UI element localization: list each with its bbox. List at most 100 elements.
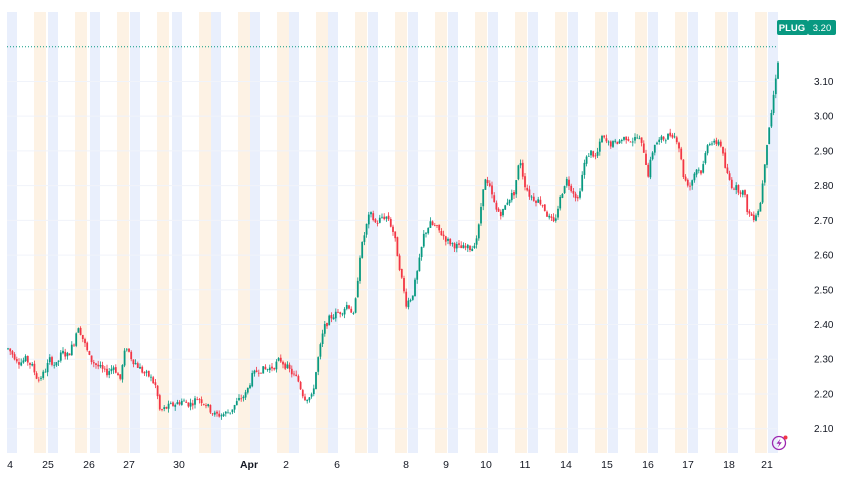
candle-body xyxy=(627,139,630,141)
candle-body xyxy=(284,363,287,369)
time-tick-label: 10 xyxy=(480,459,492,471)
candle-body xyxy=(209,405,212,413)
candle-body xyxy=(31,363,34,366)
premarket-band xyxy=(172,12,182,453)
candle-body xyxy=(777,62,779,79)
candle-body xyxy=(310,394,313,397)
candle-body xyxy=(55,362,58,366)
candle-body xyxy=(475,238,478,245)
candle-body xyxy=(218,413,221,417)
candle-body xyxy=(770,113,773,127)
candle-body xyxy=(686,179,689,186)
candle-body xyxy=(277,358,280,361)
candle-body xyxy=(194,398,196,405)
candle-body xyxy=(708,144,711,146)
candle-body xyxy=(693,173,696,181)
premarket-band xyxy=(568,12,578,453)
price-tick-label: 2.90 xyxy=(814,146,834,157)
postmarket-band xyxy=(515,12,527,453)
candle-body xyxy=(293,373,295,375)
candle-body xyxy=(64,351,67,357)
candle-body xyxy=(205,405,207,407)
premarket-band xyxy=(768,12,778,453)
candle-body xyxy=(451,242,454,244)
candle-body xyxy=(288,364,291,369)
candle-body xyxy=(169,403,172,405)
candle-body xyxy=(128,348,130,352)
candle-body xyxy=(167,403,170,409)
candle-body xyxy=(583,162,586,175)
candle-body xyxy=(81,334,84,340)
candle-body xyxy=(442,234,445,237)
candle-body xyxy=(161,409,163,411)
candle-body xyxy=(711,143,713,145)
price-tick-label: 3.00 xyxy=(814,112,834,123)
candle-body xyxy=(706,145,709,154)
candle-body xyxy=(156,385,159,397)
candle-body xyxy=(174,404,177,407)
candle-body xyxy=(304,396,306,401)
candle-body xyxy=(508,199,511,204)
candle-body xyxy=(730,179,733,189)
price-axis[interactable]: 3.10 3.00 2.90 2.80 2.70 2.60 2.50 2.40 2.30 2.20… xyxy=(814,77,834,435)
candle-body xyxy=(664,140,667,142)
candle-body xyxy=(253,370,256,374)
candle-body xyxy=(678,142,680,149)
candle-body xyxy=(26,356,29,363)
candle-body xyxy=(35,373,38,379)
candle-body xyxy=(704,153,707,164)
candle-body xyxy=(488,183,491,187)
candle-body xyxy=(260,372,262,374)
candle-body xyxy=(550,216,553,218)
price-tick-label: 2.70 xyxy=(814,216,834,227)
candle-body xyxy=(568,179,570,187)
candle-body xyxy=(660,136,663,140)
candle-body xyxy=(266,369,269,370)
candle-body xyxy=(506,202,509,205)
price-tick-label: 3.10 xyxy=(814,77,834,88)
candle-body xyxy=(40,377,42,379)
candle-body xyxy=(590,150,592,156)
candle-body xyxy=(235,401,238,406)
premarket-band xyxy=(130,12,140,453)
candle-body xyxy=(216,411,218,414)
candle-body xyxy=(594,155,597,157)
candle-body xyxy=(510,192,513,201)
lightning-icon[interactable] xyxy=(771,435,788,451)
candle-body xyxy=(22,360,25,363)
candle-body xyxy=(343,308,346,315)
candle-body xyxy=(328,315,331,326)
postmarket-band xyxy=(238,12,250,453)
candle-body xyxy=(689,185,691,187)
candle-body xyxy=(24,356,27,362)
candle-body xyxy=(308,397,311,401)
premarket-band xyxy=(688,12,698,453)
candle-body xyxy=(330,315,333,319)
candle-body xyxy=(504,205,507,210)
postmarket-band xyxy=(117,12,129,453)
postmarket-band xyxy=(395,12,407,453)
candle-body xyxy=(73,344,75,346)
candle-body xyxy=(187,402,190,407)
candle-body xyxy=(108,371,111,375)
candle-body xyxy=(717,141,720,145)
candle-body xyxy=(744,190,746,195)
candle-body xyxy=(319,344,322,357)
candle-body xyxy=(528,189,531,197)
postmarket-band xyxy=(595,12,607,453)
candle-body xyxy=(139,366,141,369)
candle-body xyxy=(297,376,300,382)
time-axis[interactable]: 4 25 26 27 30 Apr 2 6 8 9 10 11 14 15 16 17 18 21 xyxy=(7,459,773,471)
candle-body xyxy=(440,231,443,236)
candle-body xyxy=(453,243,456,249)
candle-body xyxy=(422,233,425,247)
candle-body xyxy=(51,357,53,365)
candle-body xyxy=(625,136,628,141)
candle-body xyxy=(334,311,337,319)
postmarket-band xyxy=(635,12,647,453)
candle-body xyxy=(433,225,436,226)
candle-body xyxy=(354,298,357,313)
candle-body xyxy=(251,373,254,387)
candle-body xyxy=(409,300,412,302)
